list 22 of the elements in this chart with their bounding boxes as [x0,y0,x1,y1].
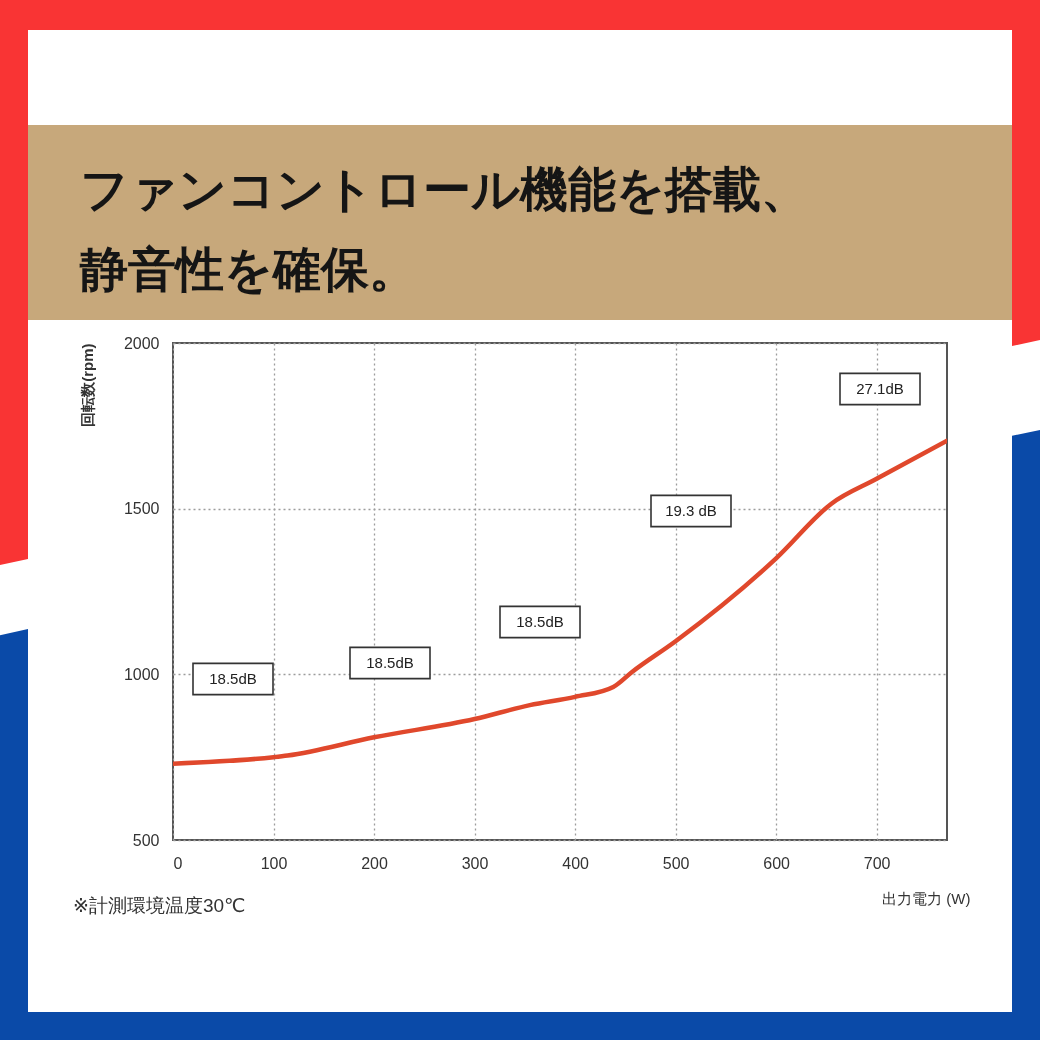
x-tick-label: 100 [260,854,288,872]
line-series [173,438,947,767]
y-axis-title: 回転数(rpm) [78,343,96,427]
annotation: 19.3 dB [665,502,717,519]
y-tick-label: 1000 [123,665,160,683]
x-tick-label: 700 [863,854,891,872]
annotation: 18.5dB [366,654,414,671]
annotation: 27.1dB [856,380,904,397]
text: ※計測環境温度30℃ [73,895,246,916]
annotation: 18.5dB [209,670,257,687]
x-tick-label: 200 [361,854,388,872]
x-axis-title: 出力電力 (W) [882,889,971,907]
x-tick-label: 600 [763,854,791,872]
x-tick-label: 400 [562,854,590,872]
x-tick-label: 300 [461,854,489,872]
chart-title: ファンコントロール機能を搭載、静音性を確保。 [80,162,810,298]
y-tick-label: 500 [132,831,160,849]
y-tick-label: 1500 [123,500,160,518]
x-tick-label: 500 [662,854,690,872]
y-tick-label: 2000 [123,334,160,352]
x-tick-label: 0 [173,854,183,872]
annotation: 18.5dB [516,613,564,630]
